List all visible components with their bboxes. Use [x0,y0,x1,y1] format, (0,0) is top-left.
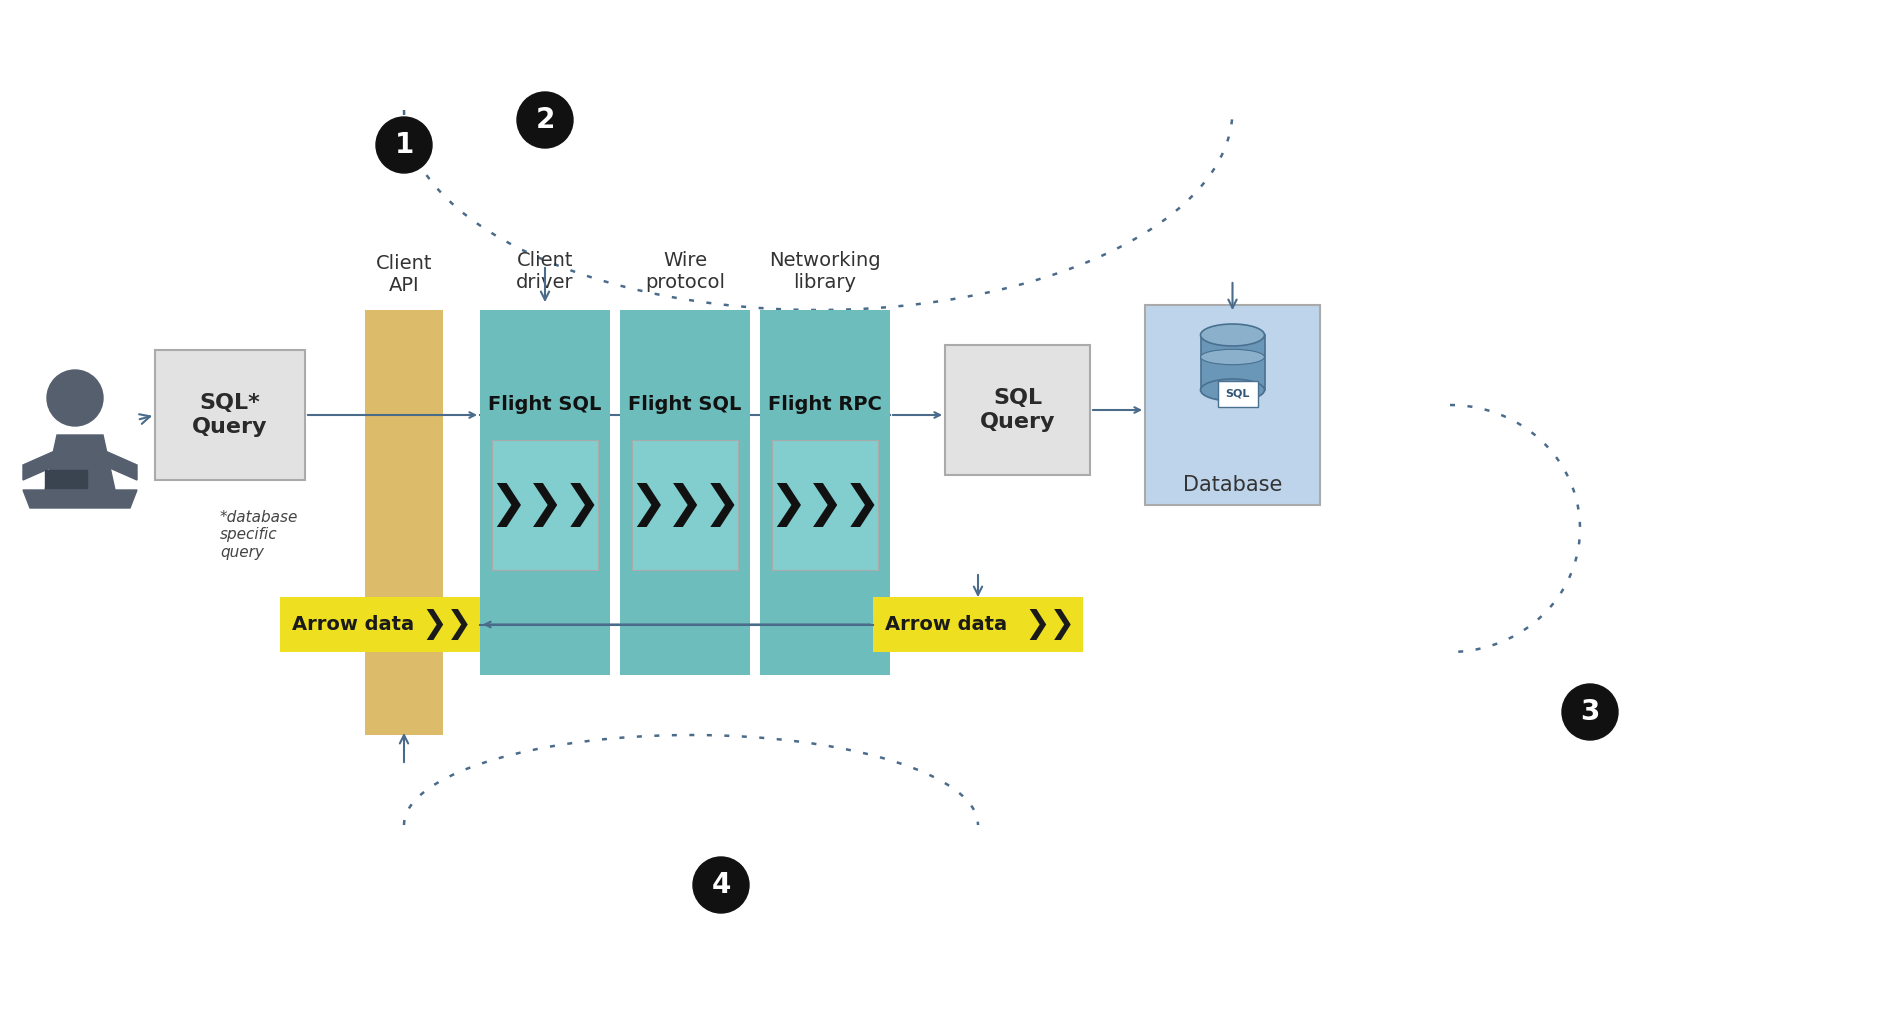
Text: ❯❯: ❯❯ [1025,609,1076,640]
Polygon shape [45,436,116,490]
Text: Flight SQL: Flight SQL [629,395,742,415]
FancyBboxPatch shape [479,310,610,675]
Circle shape [377,117,432,173]
Text: Networking
library: Networking library [769,251,881,292]
Text: SQL*
Query: SQL* Query [193,393,267,437]
Text: 4: 4 [712,871,731,899]
Text: ❯❯❯: ❯❯❯ [489,483,600,527]
FancyBboxPatch shape [619,310,750,675]
FancyBboxPatch shape [1201,335,1265,390]
FancyBboxPatch shape [633,440,739,570]
Circle shape [693,857,748,913]
FancyBboxPatch shape [1218,381,1258,407]
FancyBboxPatch shape [945,345,1091,475]
FancyBboxPatch shape [873,596,1083,652]
Text: Client
driver: Client driver [517,251,574,292]
Text: 2: 2 [536,106,555,134]
Ellipse shape [1201,379,1265,401]
Text: ❯❯: ❯❯ [420,609,472,640]
Text: SQL
Query: SQL Query [979,388,1055,431]
Text: 1: 1 [394,131,413,159]
Text: 3: 3 [1580,698,1600,725]
Polygon shape [102,450,136,480]
Text: Arrow data: Arrow data [292,615,415,634]
Text: Flight RPC: Flight RPC [769,395,883,415]
FancyBboxPatch shape [773,440,879,570]
Circle shape [47,370,102,426]
FancyBboxPatch shape [492,440,599,570]
Polygon shape [23,490,136,508]
Ellipse shape [1201,349,1265,364]
Text: *database
specific
query: *database specific query [220,510,299,559]
FancyBboxPatch shape [366,310,443,735]
FancyBboxPatch shape [280,596,479,652]
Text: Wire
protocol: Wire protocol [646,251,725,292]
Text: Arrow data: Arrow data [884,615,1008,634]
Ellipse shape [1201,324,1265,346]
Polygon shape [45,470,87,488]
FancyBboxPatch shape [759,310,890,675]
FancyBboxPatch shape [1146,305,1320,505]
Text: ❯❯❯: ❯❯❯ [629,483,741,527]
FancyBboxPatch shape [155,350,305,480]
Circle shape [1563,684,1617,740]
Text: Flight SQL: Flight SQL [489,395,602,415]
Polygon shape [23,450,57,480]
Text: ❯❯❯: ❯❯❯ [769,483,881,527]
Text: SQL: SQL [1225,389,1250,399]
Circle shape [517,92,574,148]
Text: Database: Database [1184,475,1282,495]
Text: Client
API: Client API [375,254,432,295]
